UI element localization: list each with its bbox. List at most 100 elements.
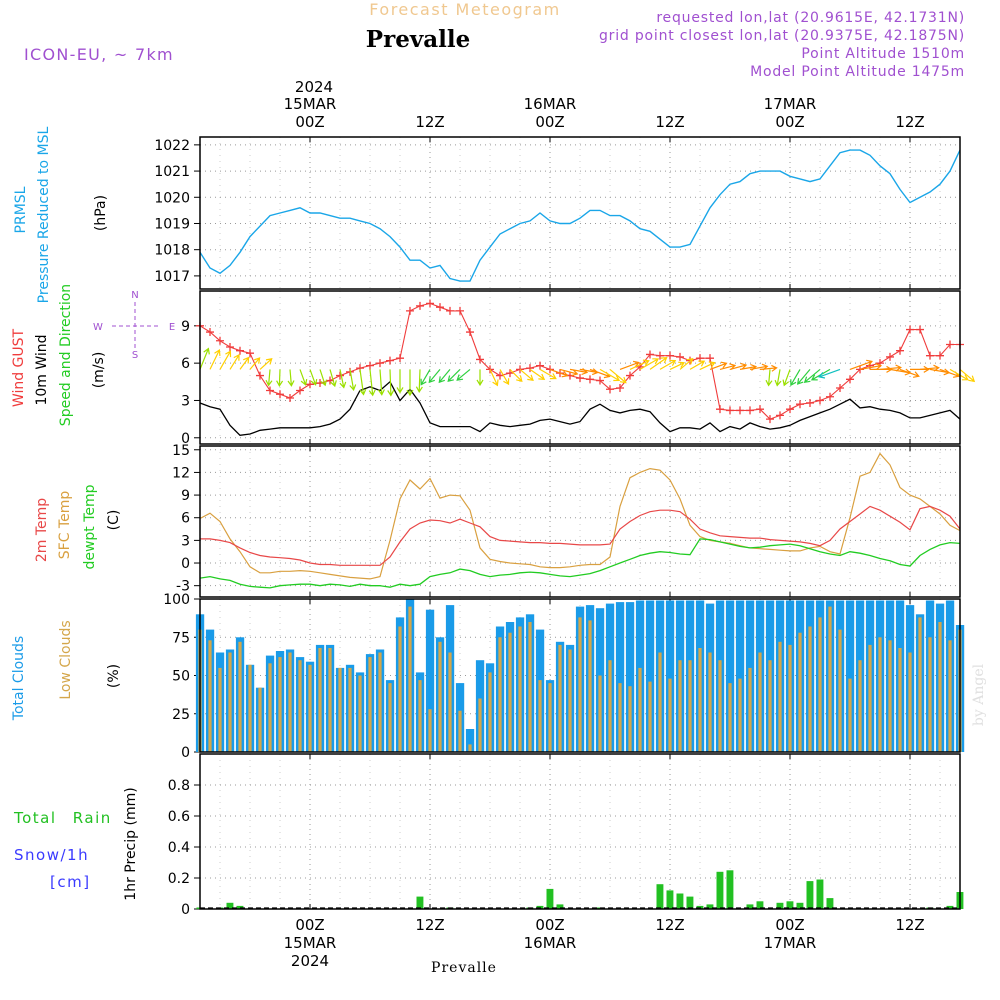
total-cloud-bar <box>845 600 855 752</box>
gust-marker <box>456 306 464 315</box>
precip-bar <box>546 888 554 909</box>
wind-direction-arrow <box>387 369 395 397</box>
bottom-date-label: 16MAR <box>524 934 577 952</box>
bottom-tick-label: 12Z <box>895 916 924 934</box>
low-cloud-bar <box>898 648 902 752</box>
low-cloud-bar <box>328 648 332 752</box>
low-cloud-bar <box>488 672 492 752</box>
gust-marker <box>916 325 924 334</box>
low-cloud-bar <box>828 606 832 752</box>
gust-marker <box>496 371 504 380</box>
low-cloud-bar <box>668 678 672 752</box>
precip-bar <box>776 902 784 909</box>
gust-marker <box>816 396 824 405</box>
gust-marker <box>626 371 634 380</box>
low-cloud-bar <box>418 680 422 752</box>
precip-bar <box>716 871 724 909</box>
ytick-label: 100 <box>163 592 190 608</box>
low-cloud-bar <box>878 637 882 753</box>
low-cloud-bar <box>468 744 472 752</box>
precip-bar <box>816 879 824 909</box>
panel-frame <box>199 136 961 290</box>
temp-units: (C) <box>106 510 122 531</box>
low-cloud-bar <box>738 678 742 752</box>
wind-direction-arrow <box>209 348 221 370</box>
low-cloud-bar <box>798 632 802 752</box>
low-cloud-bar <box>368 657 372 752</box>
low-cloud-bar <box>508 632 512 752</box>
temp-sfc-label: SFC Temp <box>57 491 73 560</box>
wind-speeddir-label: Speed and Direction <box>58 284 74 426</box>
gust-marker <box>846 375 854 384</box>
compass-rose: N S W E <box>93 290 175 361</box>
gust-marker <box>716 405 724 414</box>
wind-direction-arrow <box>519 368 534 382</box>
gust-marker <box>466 328 474 337</box>
precip-labels: Total Rain Snow/1h [cm] 1hr Precip (mm) <box>13 787 139 900</box>
panel-frame <box>199 290 961 445</box>
wind-labels: Wind GUST 10m Wind Speed and Direction (… <box>11 284 175 426</box>
precip-bar <box>726 870 734 910</box>
gust-marker <box>646 350 654 359</box>
ytick-label: 6 <box>181 511 190 527</box>
wind-direction-arrow <box>415 369 423 393</box>
wind-direction-arrow <box>456 368 471 381</box>
precip-bar <box>226 902 234 909</box>
gust-marker <box>376 359 384 368</box>
wind-direction-arrow <box>447 368 461 383</box>
total-rain-label: Total Rain <box>13 809 112 827</box>
ytick-label: 3 <box>181 393 190 409</box>
wind-direction-arrow <box>349 369 357 392</box>
low-cloud-bar <box>388 683 392 752</box>
wind-direction-arrow <box>377 369 385 396</box>
gust-marker <box>736 406 744 415</box>
gust-marker <box>676 352 684 361</box>
wind-direction-arrow <box>368 369 376 397</box>
low-cloud-bar <box>618 683 622 752</box>
wind-direction-arrow <box>359 369 367 396</box>
dewpt-line <box>199 538 961 589</box>
low-cloud-bar <box>528 622 532 752</box>
wind-direction-arrow <box>949 368 969 381</box>
gust-marker <box>386 356 394 365</box>
gust-marker <box>656 351 664 360</box>
wind-10m-label: 10m Wind <box>34 334 50 405</box>
low-cloud-bar <box>578 617 582 752</box>
total-cloud-bar <box>645 600 655 752</box>
low-cloud-bar <box>378 652 382 752</box>
precip-bar <box>746 904 754 909</box>
wind-direction-arrow <box>249 357 261 370</box>
precip-bar <box>796 902 804 909</box>
low-cloud-bar <box>268 663 272 752</box>
gust-marker <box>786 405 794 414</box>
bottom-year: 2024 <box>291 952 329 970</box>
ytick-label: 25 <box>172 707 190 723</box>
gust-marker <box>476 355 484 364</box>
low-cloud-bar <box>558 644 562 752</box>
gust-marker <box>416 301 424 310</box>
total-cloud-bar <box>425 609 435 752</box>
low-cloud-bar <box>318 648 322 752</box>
wind-direction-arrow <box>539 368 557 380</box>
snow-units-label: [cm] <box>50 873 91 891</box>
low-cloud-bar <box>338 667 342 752</box>
bottom-date-label: 17MAR <box>764 934 817 952</box>
low-cloud-bar <box>908 652 912 752</box>
gust-marker <box>406 306 414 315</box>
precip-bar <box>806 881 814 909</box>
low-clouds-label: Low Clouds <box>58 620 74 699</box>
low-cloud-bar <box>228 652 232 752</box>
wind-direction-arrow <box>709 361 728 370</box>
wind-speed-line <box>199 380 961 436</box>
low-cloud-bar <box>888 640 892 752</box>
low-cloud-bar <box>858 660 862 752</box>
low-cloud-bar <box>458 710 462 752</box>
low-cloud-bar <box>568 649 572 752</box>
temp-2m-line <box>200 505 961 566</box>
gust-marker <box>426 299 434 308</box>
pressure-line <box>199 149 961 282</box>
precip-bar <box>786 901 794 910</box>
wind-direction-arrow <box>239 356 250 370</box>
low-cloud-bar <box>818 617 822 752</box>
gust-marker <box>486 365 494 374</box>
